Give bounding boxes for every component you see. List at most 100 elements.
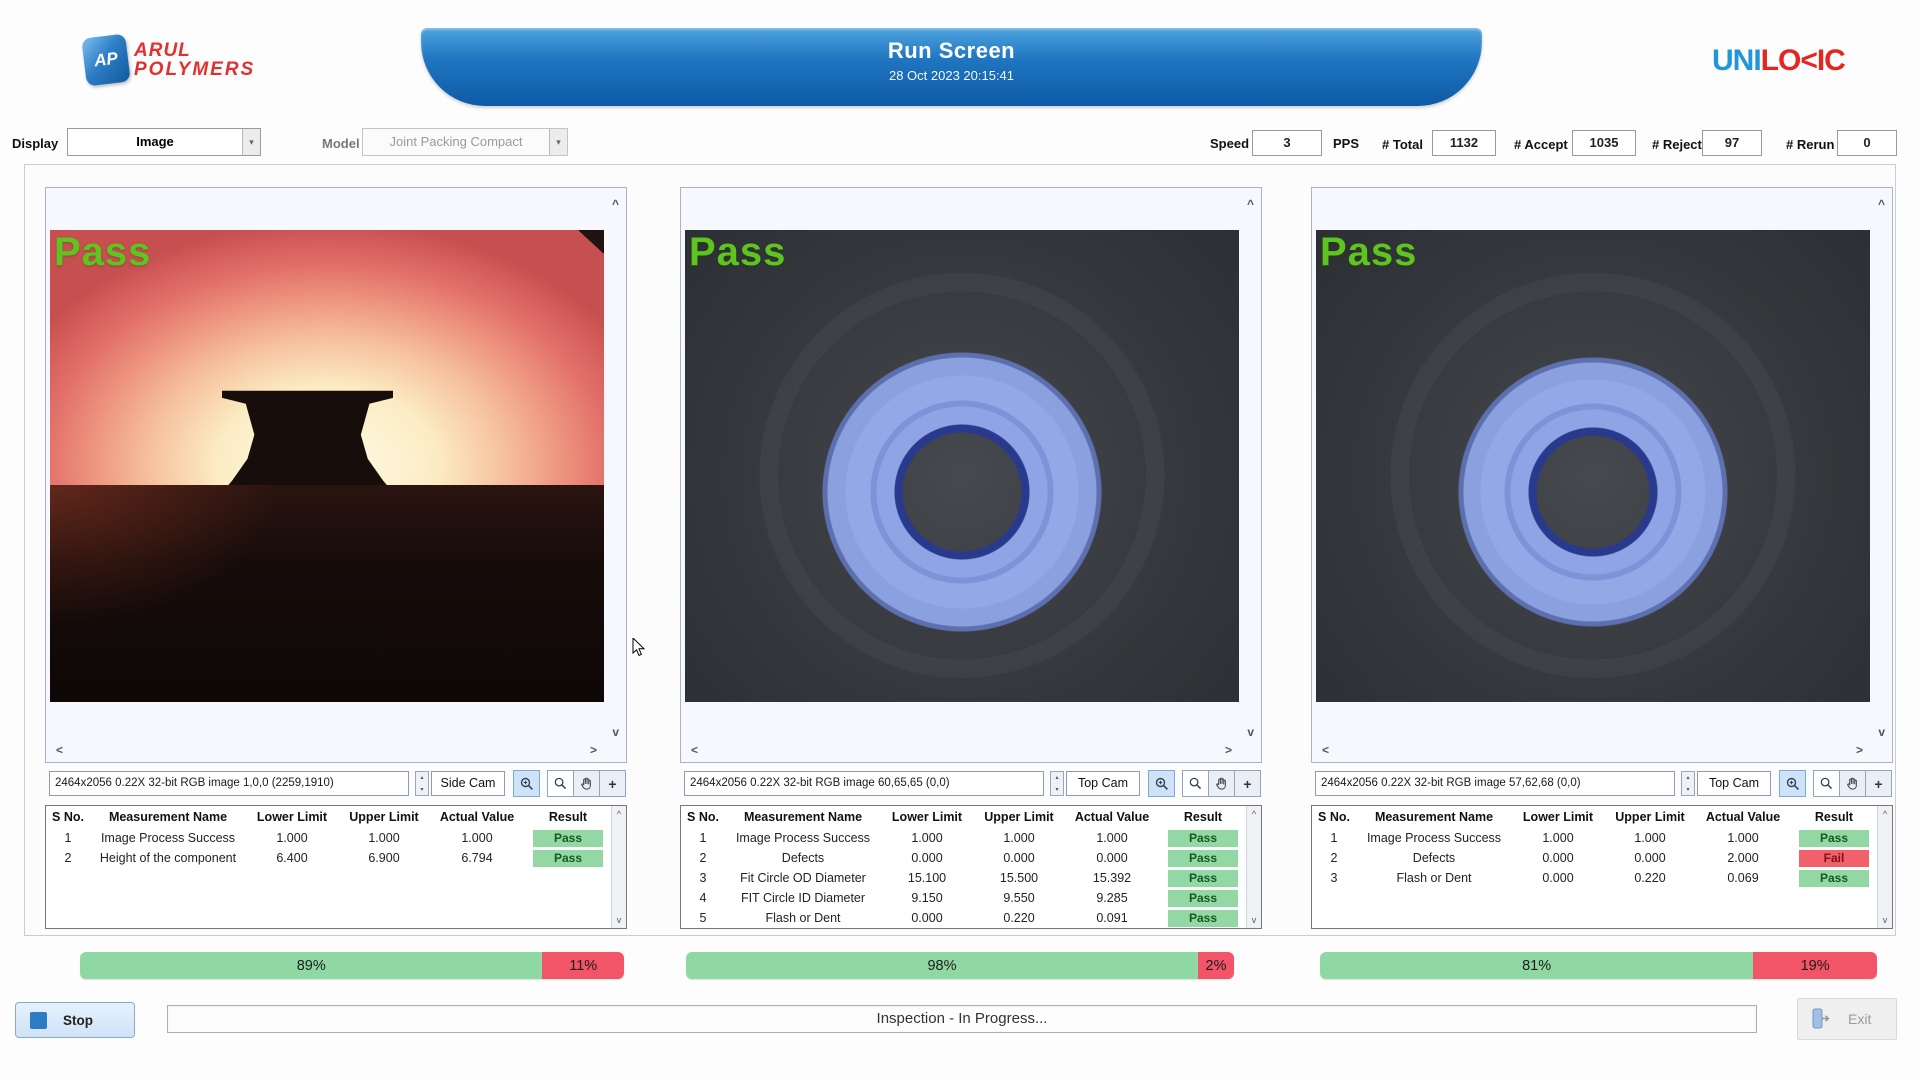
- pan-button[interactable]: [1839, 770, 1866, 797]
- scroll-left-icon[interactable]: <: [56, 744, 63, 756]
- table-row: 2Height of the component6.4006.9006.794P…: [46, 848, 626, 868]
- model-select-value: Joint Packing Compact: [363, 129, 549, 155]
- exit-button[interactable]: Exit: [1797, 998, 1897, 1040]
- image-info-field[interactable]: 2464x2056 0.22X 32-bit RGB image 60,65,6…: [684, 771, 1044, 796]
- display-select-value: Image: [68, 129, 242, 155]
- scroll-up-icon[interactable]: ^: [1878, 198, 1885, 210]
- pan-button[interactable]: [1208, 770, 1235, 797]
- scroll-down-icon[interactable]: v: [612, 915, 626, 925]
- hand-icon: [1214, 776, 1229, 791]
- stage-surface: [50, 485, 604, 702]
- magnifier-button[interactable]: [547, 770, 574, 797]
- speed-field[interactable]: 3: [1252, 130, 1322, 156]
- camera-select-field[interactable]: Top Cam: [1066, 771, 1140, 796]
- zoom-to-fit-button[interactable]: [513, 770, 540, 797]
- image-status-bar-3: 2464x2056 0.22X 32-bit RGB image 57,62,6…: [1311, 768, 1893, 800]
- scroll-right-icon[interactable]: >: [1856, 744, 1863, 756]
- stop-icon: [30, 1012, 47, 1029]
- spin-down-icon[interactable]: ▾: [416, 784, 428, 796]
- reject-count-field: 97: [1702, 130, 1762, 156]
- camera-select-field[interactable]: Side Cam: [431, 771, 505, 796]
- table-header: S No. Measurement Name Lower Limit Upper…: [46, 806, 626, 828]
- scroll-up-icon[interactable]: ^: [1247, 198, 1254, 210]
- stop-button-label: Stop: [63, 1013, 93, 1028]
- crosshair-button[interactable]: +: [1865, 770, 1892, 797]
- measurement-table-3: S No. Measurement Name Lower Limit Upper…: [1311, 805, 1893, 929]
- col-actual: Actual Value: [1696, 810, 1790, 824]
- result-overlay-text: Pass: [689, 230, 786, 275]
- scroll-down-icon[interactable]: v: [1247, 726, 1254, 738]
- fail-segment: 11%: [542, 952, 624, 979]
- cam-spinner[interactable]: ▴ ▾: [415, 771, 429, 796]
- speed-unit-label: PPS: [1333, 136, 1359, 151]
- cam-spinner[interactable]: ▴ ▾: [1050, 771, 1064, 796]
- spin-up-icon[interactable]: ▴: [1051, 772, 1063, 784]
- col-result: Result: [524, 810, 612, 824]
- crosshair-button[interactable]: +: [599, 770, 626, 797]
- table-row: 3Flash or Dent0.0000.2200.069Pass: [1312, 868, 1892, 888]
- result-badge: Pass: [1168, 830, 1238, 847]
- scroll-right-icon[interactable]: >: [1225, 744, 1232, 756]
- zoom-to-fit-button[interactable]: [1779, 770, 1806, 797]
- table-row: 1Image Process Success1.0001.0001.000Pas…: [1312, 828, 1892, 848]
- scroll-up-icon[interactable]: ^: [1878, 809, 1892, 819]
- total-count-field: 1132: [1432, 130, 1496, 156]
- table-scrollbar[interactable]: ^ v: [611, 806, 626, 928]
- zoom-to-fit-button[interactable]: [1148, 770, 1175, 797]
- spin-up-icon[interactable]: ▴: [416, 772, 428, 784]
- result-badge: Pass: [533, 830, 603, 847]
- scroll-right-icon[interactable]: >: [590, 744, 597, 756]
- pan-button[interactable]: [573, 770, 600, 797]
- table-header: S No. Measurement Name Lower Limit Upper…: [681, 806, 1261, 828]
- table-row: 1Image Process Success1.0001.0001.000Pas…: [681, 828, 1261, 848]
- table-scrollbar[interactable]: ^ v: [1246, 806, 1261, 928]
- image-info-field[interactable]: 2464x2056 0.22X 32-bit RGB image 1,0,0 (…: [49, 771, 409, 796]
- ring-component: [820, 350, 1104, 634]
- reject-count-label: # Reject: [1652, 137, 1702, 152]
- scroll-up-icon[interactable]: ^: [612, 198, 619, 210]
- scroll-down-icon[interactable]: v: [612, 726, 619, 738]
- scroll-down-icon[interactable]: v: [1878, 726, 1885, 738]
- model-select[interactable]: Joint Packing Compact ▾: [362, 128, 568, 156]
- result-badge: Pass: [533, 850, 603, 867]
- camera-select-field[interactable]: Top Cam: [1697, 771, 1771, 796]
- chevron-down-icon[interactable]: ▾: [242, 129, 260, 155]
- stop-button[interactable]: Stop: [15, 1002, 135, 1038]
- chevron-down-icon: ▾: [549, 129, 567, 155]
- col-lower: Lower Limit: [1512, 810, 1604, 824]
- main-panel-container: Pass ^ v < > 2464x2056 0.22X 32-bit RGB …: [24, 164, 1896, 936]
- exit-door-icon: [1810, 1007, 1832, 1031]
- display-label: Display: [12, 136, 58, 151]
- status-message: Inspection - In Progress...: [877, 1010, 1048, 1027]
- title-banner: Run Screen 28 Oct 2023 20:15:41: [421, 28, 1482, 106]
- cam-spinner[interactable]: ▴ ▾: [1681, 771, 1695, 796]
- rerun-count-label: # Rerun: [1786, 137, 1834, 152]
- scroll-up-icon[interactable]: ^: [1247, 809, 1261, 819]
- fail-segment: 19%: [1753, 952, 1877, 979]
- scroll-down-icon[interactable]: v: [1247, 915, 1261, 925]
- spin-up-icon[interactable]: ▴: [1682, 772, 1694, 784]
- table-row: 2Defects0.0000.0002.000Fail: [1312, 848, 1892, 868]
- magnifier-button[interactable]: [1813, 770, 1840, 797]
- table-scrollbar[interactable]: ^ v: [1877, 806, 1892, 928]
- spin-down-icon[interactable]: ▾: [1051, 784, 1063, 796]
- scroll-left-icon[interactable]: <: [1322, 744, 1329, 756]
- camera-panel-1: Pass ^ v < > 2464x2056 0.22X 32-bit RGB …: [45, 187, 627, 931]
- scroll-left-icon[interactable]: <: [691, 744, 698, 756]
- display-select[interactable]: Image ▾: [67, 128, 261, 156]
- magnifier-button[interactable]: [1182, 770, 1209, 797]
- speed-label: Speed: [1210, 136, 1249, 151]
- measurement-table-2: S No. Measurement Name Lower Limit Upper…: [680, 805, 1262, 929]
- scroll-up-icon[interactable]: ^: [612, 809, 626, 819]
- col-name: Measurement Name: [725, 810, 881, 824]
- col-result: Result: [1790, 810, 1878, 824]
- hand-icon: [1845, 776, 1860, 791]
- col-name: Measurement Name: [90, 810, 246, 824]
- magnifier-plus-icon: [1154, 776, 1170, 792]
- crosshair-button[interactable]: +: [1234, 770, 1261, 797]
- spin-down-icon[interactable]: ▾: [1682, 784, 1694, 796]
- image-info-field[interactable]: 2464x2056 0.22X 32-bit RGB image 57,62,6…: [1315, 771, 1675, 796]
- hand-icon: [579, 776, 594, 791]
- result-badge: Pass: [1168, 850, 1238, 867]
- scroll-down-icon[interactable]: v: [1878, 915, 1892, 925]
